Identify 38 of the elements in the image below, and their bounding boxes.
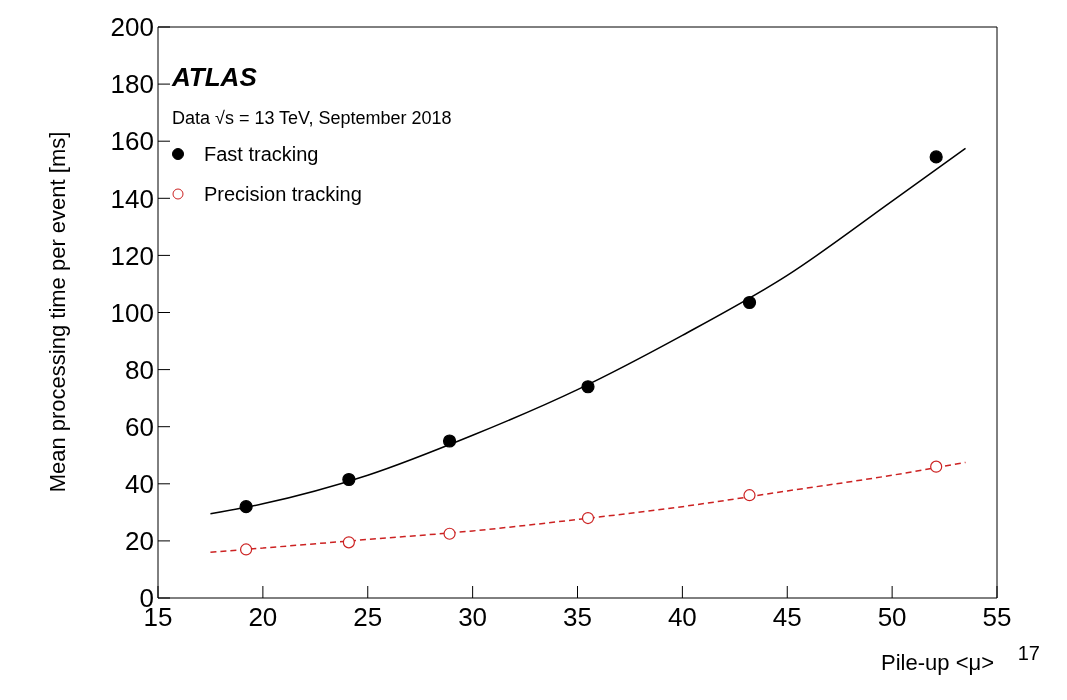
annotation: ATLAS xyxy=(172,62,257,93)
point xyxy=(581,380,595,394)
y-tick-label: 100 xyxy=(110,297,154,328)
point xyxy=(240,543,253,556)
y-tick-label: 80 xyxy=(125,354,154,385)
y-tick-label: 60 xyxy=(125,411,154,442)
point xyxy=(342,472,356,487)
x-tick-label: 30 xyxy=(458,602,488,633)
x-tick-label: 45 xyxy=(772,602,802,633)
point xyxy=(443,527,456,540)
x-tick-label: 40 xyxy=(667,602,697,633)
point xyxy=(929,150,943,164)
x-axis-title: Pile-up <μ> xyxy=(881,650,994,676)
legend-label: Fast tracking xyxy=(204,142,319,166)
point xyxy=(442,434,457,448)
line-series xyxy=(209,461,967,554)
x-tick-label: 35 xyxy=(563,602,592,633)
point xyxy=(342,536,355,549)
y-tick-label: 20 xyxy=(125,526,154,557)
y-tick-label: 40 xyxy=(125,469,154,500)
y-tick-label: 160 xyxy=(110,126,154,157)
point xyxy=(239,500,253,514)
point xyxy=(742,295,757,310)
y-tick-label: 180 xyxy=(110,69,154,100)
annotation: Data √s = 13 TeV, September 2018 xyxy=(172,108,452,129)
legend-label: Precision tracking xyxy=(204,182,362,206)
y-tick-label: 200 xyxy=(110,12,154,43)
y-axis-title: Mean processing time per event [ms] xyxy=(45,131,71,493)
x-tick-label: 25 xyxy=(353,602,383,633)
x-tick-label: 20 xyxy=(248,602,278,633)
point xyxy=(743,489,756,502)
text: 17 xyxy=(1017,642,1040,665)
y-tick-label: 140 xyxy=(110,183,154,214)
y-tick-label: 120 xyxy=(110,240,154,271)
point xyxy=(930,460,943,473)
x-tick-label: 55 xyxy=(982,602,1012,633)
x-tick-label: 50 xyxy=(877,602,907,633)
point xyxy=(581,511,595,525)
